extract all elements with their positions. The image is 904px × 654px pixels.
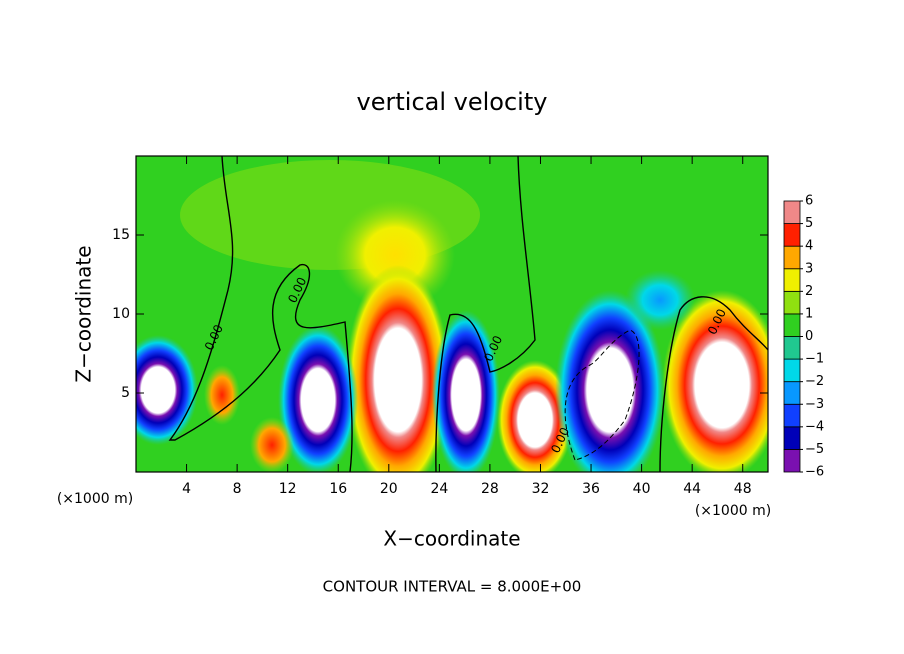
field-blob [497, 360, 573, 472]
y-tick-label: 15 [112, 227, 130, 243]
colorbar-label: −4 [805, 419, 824, 434]
chart-title: vertical velocity [357, 88, 548, 116]
field-blob [204, 365, 240, 425]
colorbar-box [783, 290, 801, 315]
colorbar-label: 4 [805, 239, 813, 254]
x-tick-label: 36 [582, 481, 600, 497]
field [136, 156, 768, 472]
colorbar-label: −1 [805, 352, 824, 367]
colorbar-label: 3 [805, 261, 813, 276]
colorbar-box [783, 200, 801, 224]
colorbar-box [783, 268, 801, 292]
field-blob [432, 310, 500, 472]
colorbar-label: 2 [805, 284, 813, 299]
colorbar-box [783, 381, 801, 405]
colorbar-label: −3 [805, 397, 824, 412]
field-blob [625, 270, 695, 330]
colorbar-label: −5 [805, 442, 824, 457]
x-tick-label: 44 [683, 481, 701, 497]
colorbar-box [783, 426, 801, 450]
y-axis-title: Z−coordinate [72, 245, 96, 382]
colorbar-label: 0 [805, 329, 813, 344]
contour-line [659, 296, 768, 472]
x-tick-label: 20 [380, 481, 398, 497]
x-axis-title: X−coordinate [383, 527, 520, 551]
footer-note: CONTOUR INTERVAL = 8.000E+00 [323, 578, 582, 596]
colorbar-box [783, 245, 801, 270]
colorbar-box [783, 313, 801, 337]
y-tick-label: 5 [121, 385, 130, 401]
colorbar-box [783, 449, 801, 473]
x-tick-label: 4 [182, 481, 191, 497]
x-tick-label: 8 [233, 481, 242, 497]
colorbar-box [783, 223, 801, 247]
colorbar-label: −6 [805, 465, 824, 480]
colorbar-box [783, 358, 801, 383]
x-tick-label: 40 [633, 481, 651, 497]
x-tick-label: 16 [329, 481, 347, 497]
colorbar-label: −2 [805, 374, 824, 389]
contour-line [435, 156, 536, 472]
field-blob [136, 335, 198, 445]
colorbar-box [783, 336, 801, 360]
x-tick-label: 28 [481, 481, 499, 497]
colorbar-label: 6 [805, 194, 813, 209]
field-blob [555, 290, 665, 472]
x-tick-label: 24 [430, 481, 448, 497]
x-tick-label: 48 [734, 481, 752, 497]
colorbar-box [783, 403, 801, 428]
colorbar-label: 1 [805, 306, 813, 321]
x-tick-label: 12 [279, 481, 297, 497]
contour-line [168, 156, 353, 472]
y-tick-label: 10 [112, 306, 130, 322]
field-blob [662, 290, 768, 472]
colorbar-label: 5 [805, 216, 813, 231]
field-blob [346, 265, 450, 472]
field-blob [278, 325, 358, 472]
field-blob [250, 417, 294, 472]
x-unit: (×1000 m) [57, 491, 133, 507]
x-unit: (×1000 m) [695, 503, 771, 519]
x-tick-label: 32 [532, 481, 550, 497]
